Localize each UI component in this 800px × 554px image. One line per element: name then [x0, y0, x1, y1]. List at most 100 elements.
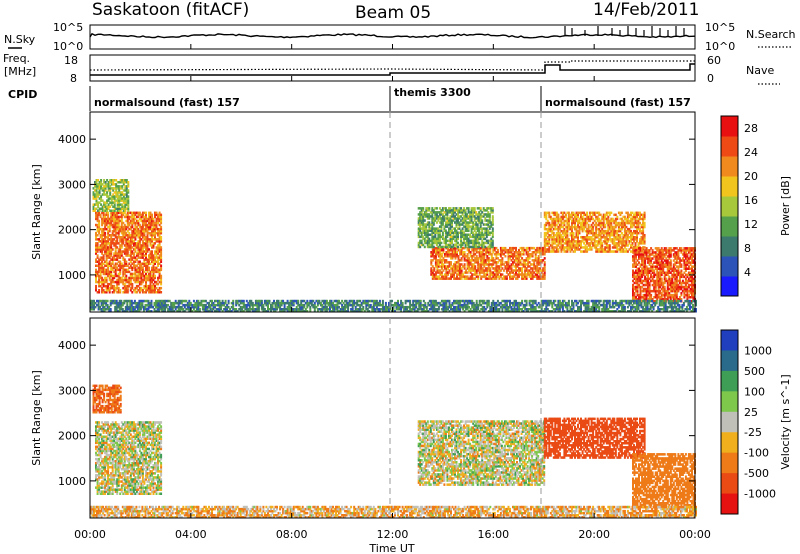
power-cell: [638, 296, 640, 299]
power-cell: [135, 225, 138, 229]
power-cell: [587, 225, 590, 229]
power-cell: [610, 229, 613, 233]
power-cell: [656, 271, 659, 274]
power-cell: [116, 213, 119, 217]
power-cell: [668, 255, 671, 258]
power-cell: [469, 225, 472, 228]
power-cell: [96, 244, 99, 247]
power-cell: [645, 281, 648, 285]
power-cell: [484, 261, 487, 264]
power-cell: [476, 233, 479, 236]
power-cell: [113, 207, 116, 210]
power-cell: [454, 248, 457, 252]
power-cell: [483, 259, 486, 262]
power-cell: [464, 235, 467, 239]
power-cell: [542, 253, 545, 256]
power-cell: [127, 199, 130, 202]
power-cell: [114, 254, 117, 257]
power-cell: [157, 252, 160, 255]
power-cell: [509, 248, 511, 252]
power-cell: [558, 219, 561, 223]
power-cell: [555, 217, 558, 221]
power-cell: [487, 207, 490, 210]
power-cell: [636, 259, 639, 262]
power-cell: [566, 244, 569, 247]
power-cell: [95, 231, 97, 235]
power-cell: [440, 259, 443, 262]
power-cell: [510, 267, 513, 270]
power-cell: [423, 213, 426, 216]
power-cell: [441, 209, 444, 212]
power-cell: [432, 245, 435, 249]
power-cell: [569, 242, 572, 245]
power-cell: [635, 253, 637, 256]
power-cell: [502, 253, 505, 256]
power-cell: [478, 243, 481, 247]
power-cell: [157, 268, 160, 272]
power-cell: [521, 248, 524, 252]
power-cell: [518, 261, 520, 264]
power-cell: [657, 257, 660, 260]
power-cell: [564, 234, 567, 237]
power-cell: [96, 227, 99, 231]
power-cell: [158, 236, 161, 239]
power-cell: [151, 231, 153, 235]
power-cell: [122, 256, 125, 259]
power-cell: [110, 223, 113, 227]
power-cell: [607, 219, 610, 223]
power-cell: [648, 293, 651, 297]
power-cell: [481, 263, 484, 266]
power-cell: [148, 211, 150, 215]
power-cell: [107, 185, 110, 188]
power-cell: [644, 259, 647, 262]
power-cell: [448, 231, 450, 234]
power-cell: [100, 203, 103, 206]
power-cell: [434, 229, 437, 232]
power-cell: [125, 195, 128, 198]
power-cell: [470, 241, 473, 245]
power-cell: [684, 287, 687, 291]
power-cell: [669, 255, 672, 258]
power-cell: [122, 199, 125, 202]
power-cell: [634, 244, 637, 247]
power-cell: [560, 236, 563, 239]
power-cell: [446, 233, 449, 236]
power-cell: [433, 267, 436, 270]
power-cell: [124, 179, 127, 182]
power-cell: [449, 239, 452, 243]
power-cell: [145, 272, 147, 276]
power-cell: [512, 271, 514, 274]
power-cell: [677, 261, 680, 264]
power-cell: [554, 227, 557, 231]
power-cell: [151, 270, 153, 274]
power-cell: [440, 241, 443, 245]
power-cell: [533, 251, 536, 254]
power-cell: [98, 246, 101, 249]
power-cell: [135, 242, 138, 245]
power-cell: [485, 229, 488, 232]
power-cell: [566, 248, 569, 251]
power-cell: [592, 234, 595, 237]
power-cell: [672, 247, 675, 250]
power-cell: [105, 246, 108, 249]
power-cell: [662, 289, 665, 293]
power-cell: [437, 261, 440, 264]
power-cell: [669, 265, 672, 268]
power-cell: [560, 215, 563, 219]
power-cell: [121, 181, 124, 184]
power-cell: [692, 291, 695, 295]
power-cell: [681, 281, 684, 285]
power-cell: [689, 271, 692, 274]
power-cell: [691, 281, 693, 285]
power-cell: [548, 248, 551, 251]
power-cell: [549, 236, 552, 239]
power-cell: [584, 250, 587, 253]
power-cell: [631, 236, 634, 239]
power-cell: [417, 235, 420, 239]
power-cell: [484, 229, 487, 232]
power-cell: [141, 274, 144, 278]
power-cell: [518, 273, 520, 276]
power-cell: [134, 211, 137, 215]
power-cell: [438, 241, 441, 245]
power-cell: [488, 217, 491, 220]
